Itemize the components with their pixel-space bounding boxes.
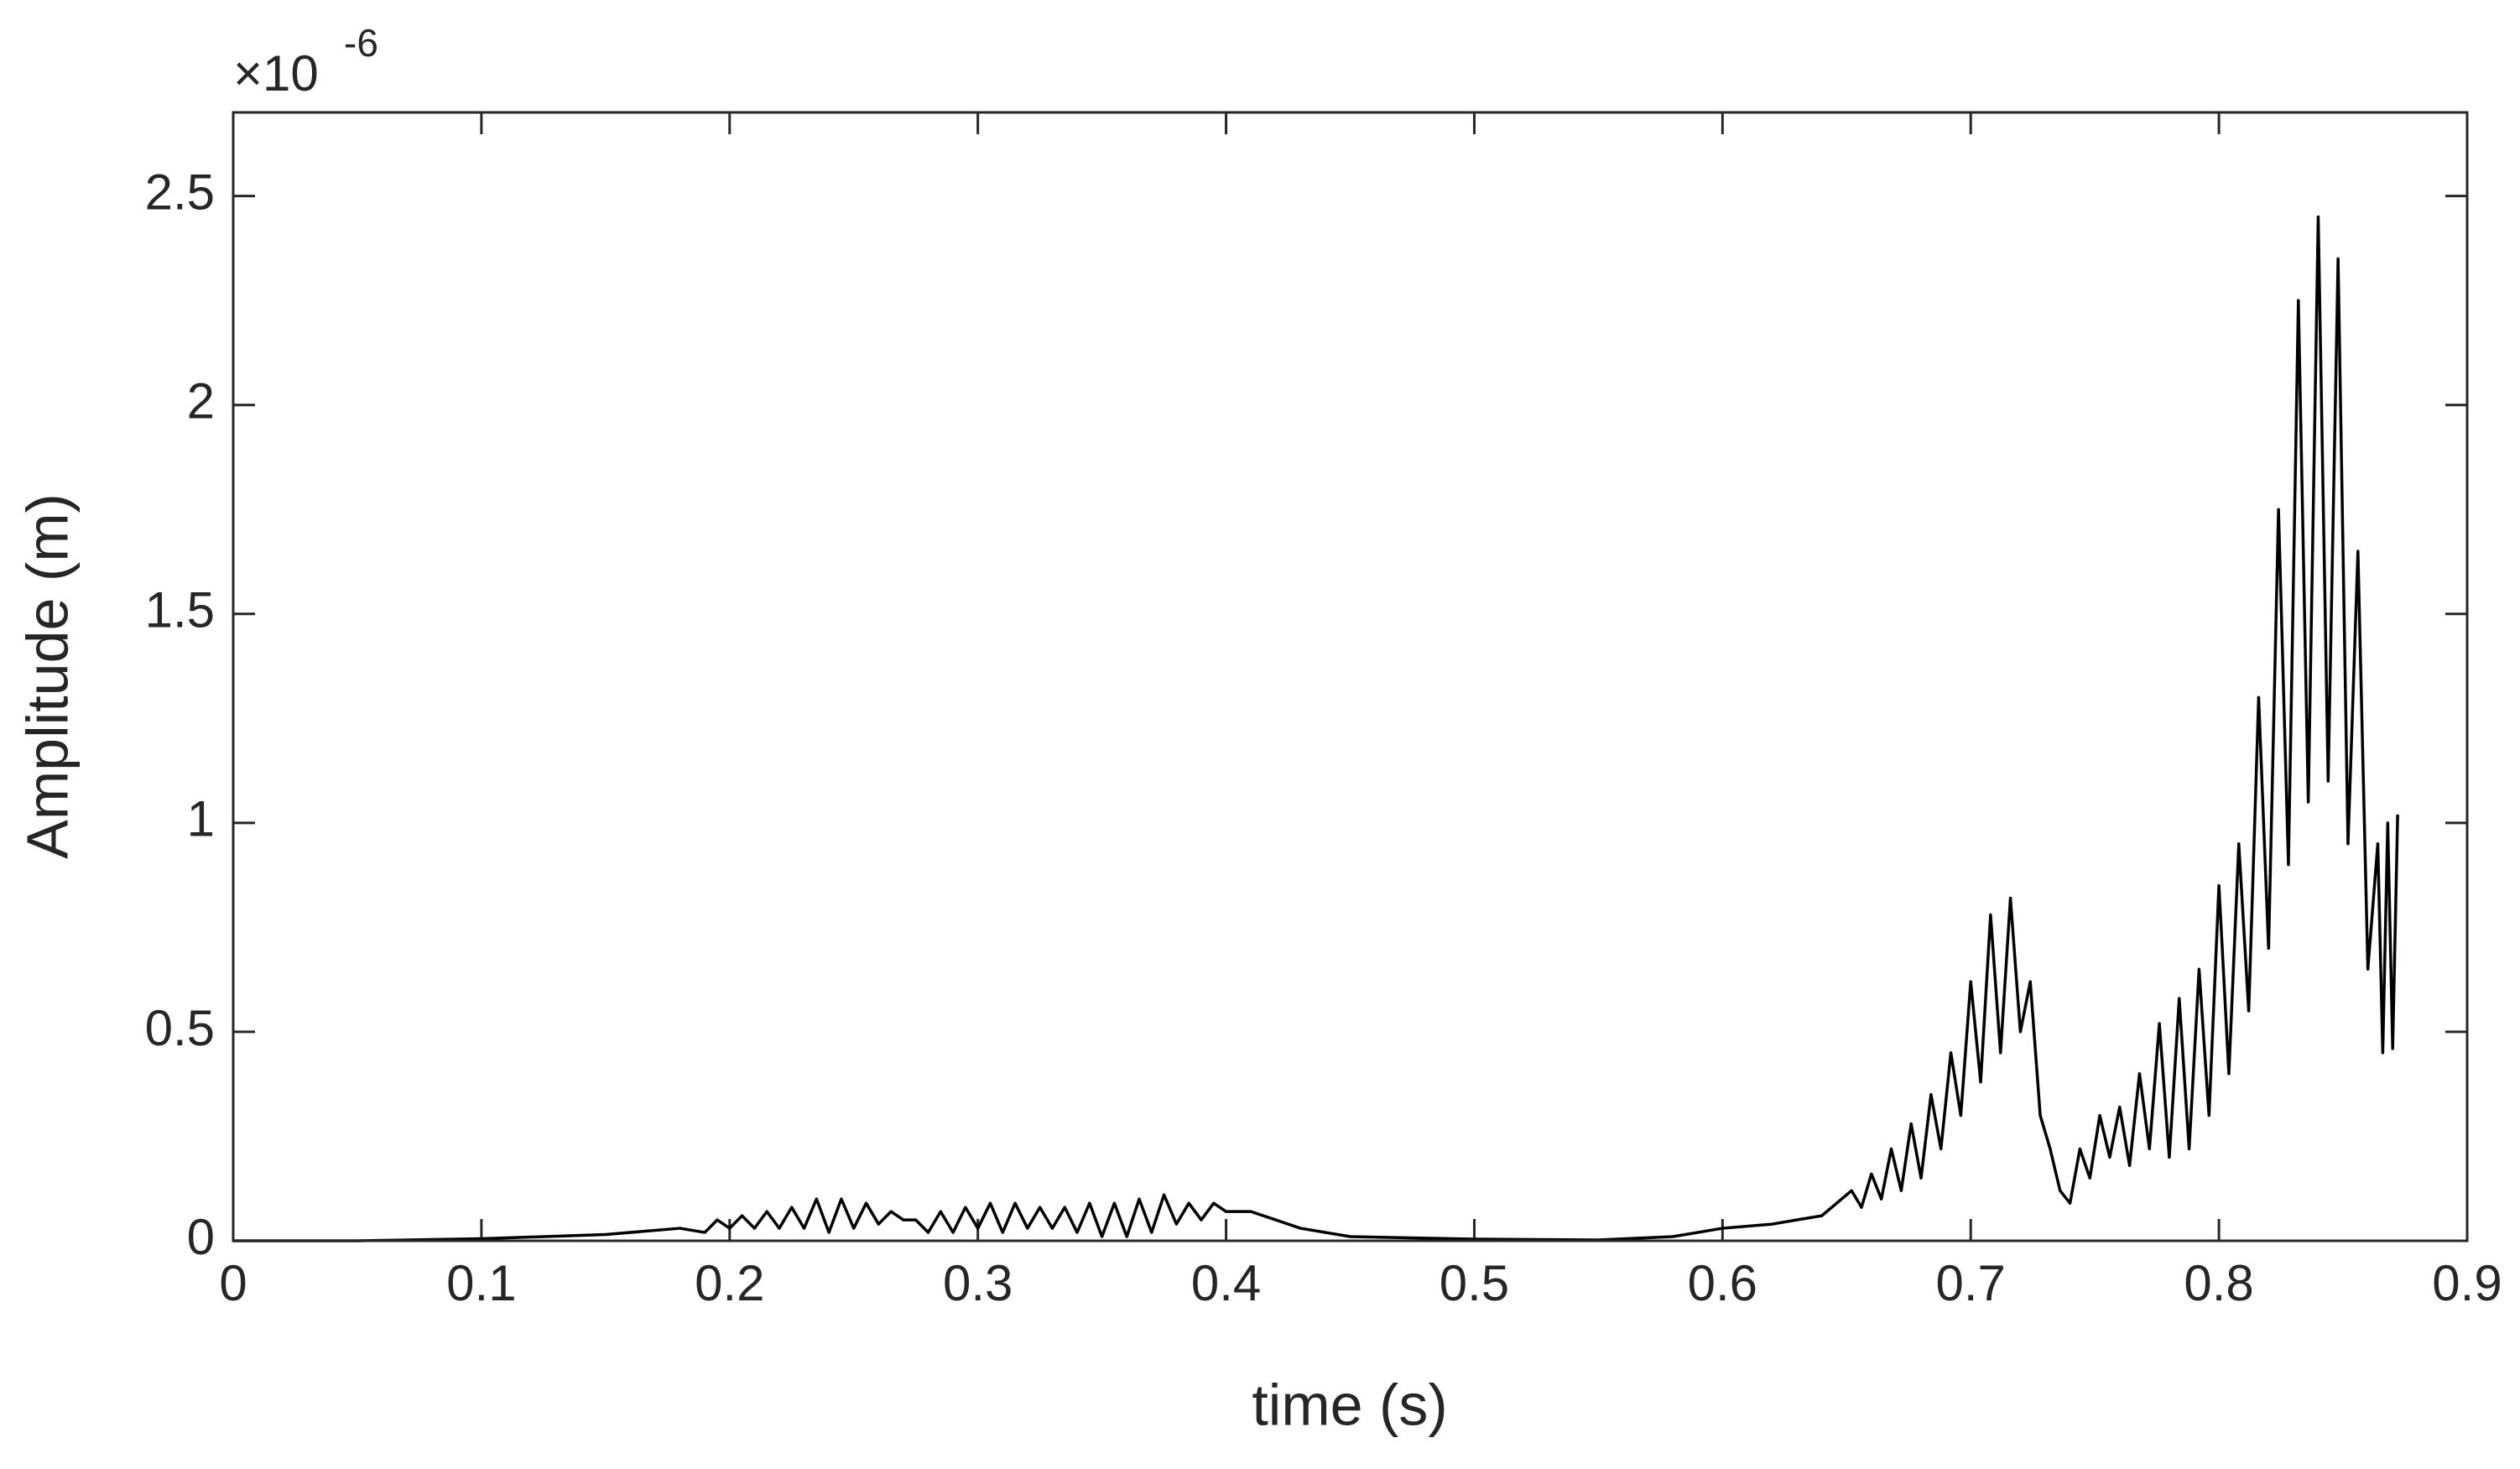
x-tick-label: 0.3	[943, 1255, 1013, 1311]
y-tick-label: 0.5	[145, 1000, 215, 1056]
y-tick-label: 1	[187, 791, 215, 847]
x-tick-label: 0.4	[1191, 1255, 1261, 1311]
y-tick-label: 2.5	[145, 164, 215, 220]
plot-frame	[232, 111, 2469, 1242]
y-tick-label: 2	[187, 373, 215, 430]
x-tick-label: 0.1	[446, 1255, 516, 1311]
y-tick-label: 0	[187, 1209, 215, 1265]
y-exponent-base: ×10	[233, 45, 319, 102]
x-tick-label: 0.8	[2184, 1255, 2253, 1311]
x-tick-label: 0.2	[695, 1255, 764, 1311]
y-axis-title: Amplitude (m)	[14, 493, 80, 859]
y-tick-label: 1.5	[145, 582, 215, 638]
x-axis-title: time (s)	[1252, 1372, 1447, 1437]
x-tick-label: 0.5	[1440, 1255, 1509, 1311]
x-tick-label: 0.9	[2432, 1255, 2502, 1311]
x-tick-label: 0	[219, 1255, 247, 1311]
x-tick-label: 0.7	[1936, 1255, 2006, 1311]
data-line	[233, 215, 2399, 1242]
y-exponent-power: -6	[344, 21, 378, 65]
x-tick-label: 0.6	[1688, 1255, 1757, 1311]
